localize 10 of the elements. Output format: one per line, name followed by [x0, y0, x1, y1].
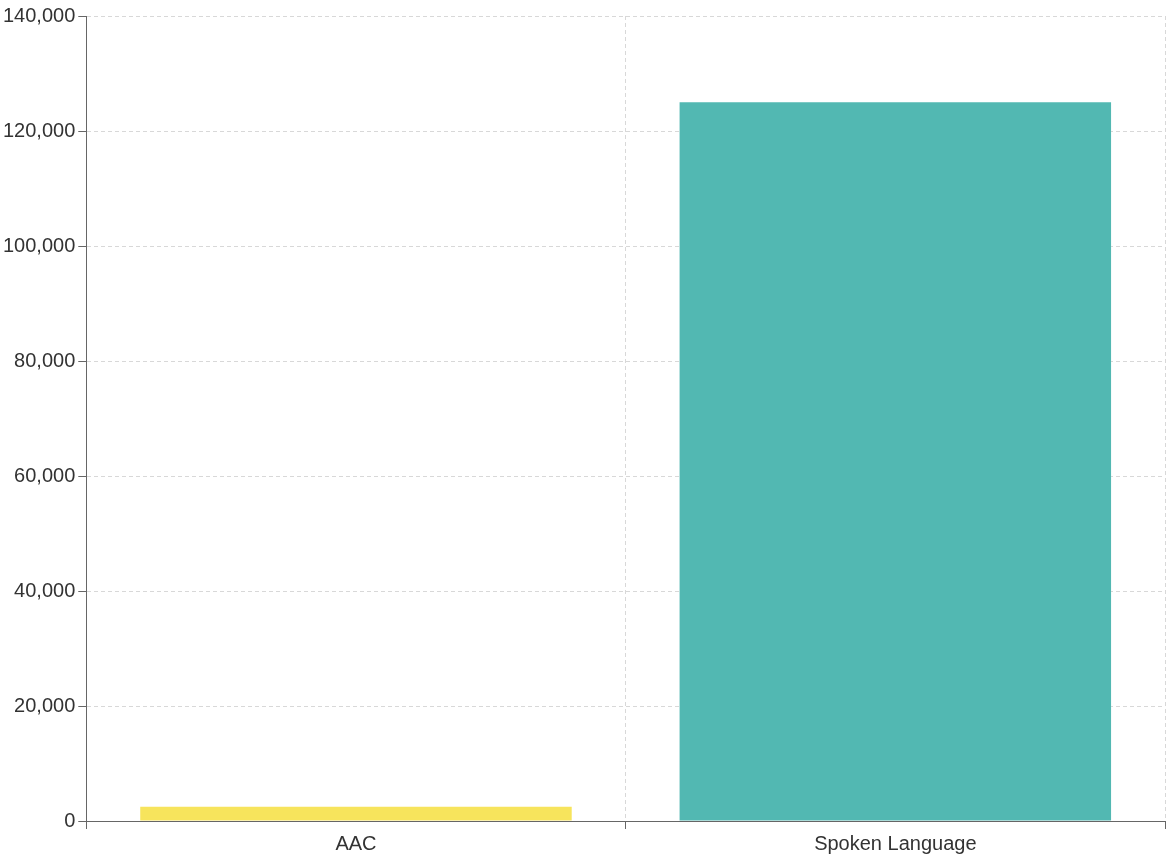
- y-tick-label: 80,000: [14, 348, 76, 371]
- x-tick-label: AAC: [335, 831, 377, 854]
- y-tick-label: 40,000: [14, 578, 76, 601]
- y-tick-label: 60,000: [14, 463, 76, 486]
- y-tick-label: 0: [64, 808, 76, 831]
- y-tick-label: 120,000: [3, 118, 76, 141]
- y-tick-label: 20,000: [14, 693, 76, 716]
- y-tick-label: 100,000: [3, 233, 76, 256]
- x-tick-label: Spoken Language: [814, 831, 977, 854]
- y-tick-label: 140,000: [3, 3, 76, 26]
